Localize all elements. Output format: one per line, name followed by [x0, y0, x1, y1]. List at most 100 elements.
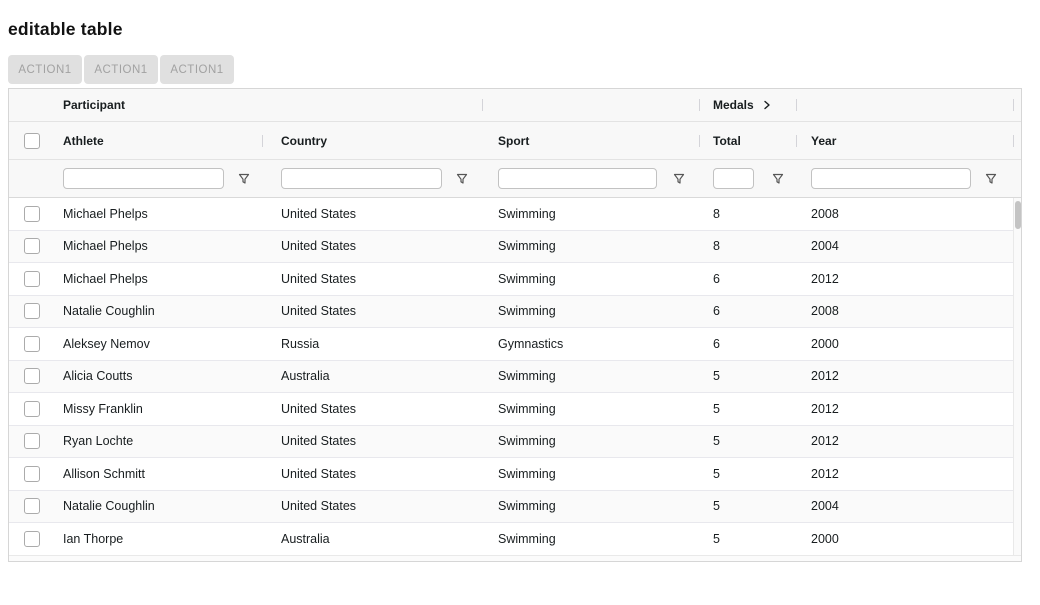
cell-athlete[interactable]: Ian Thorpe	[63, 531, 124, 546]
cell-total[interactable]: 5	[713, 401, 720, 416]
cell-year[interactable]: 2008	[811, 304, 839, 319]
cell-year[interactable]: 2012	[811, 434, 839, 449]
cell-athlete[interactable]: Michael Phelps	[63, 239, 148, 254]
cell-sport[interactable]: Swimming	[498, 369, 556, 384]
filter-funnel-icon[interactable]	[238, 173, 250, 185]
table-row: Michael Phelps United States Swimming 6 …	[9, 263, 1021, 296]
cell-total[interactable]: 6	[713, 304, 720, 319]
country-filter-input[interactable]	[281, 168, 442, 189]
cell-athlete[interactable]: Natalie Coughlin	[63, 304, 155, 319]
action-toolbar: ACTION1 ACTION1 ACTION1	[8, 55, 234, 84]
row-checkbox[interactable]	[24, 530, 40, 547]
filter-funnel-icon[interactable]	[985, 173, 997, 185]
row-checkbox[interactable]	[24, 270, 40, 287]
cell-sport[interactable]: Swimming	[498, 434, 556, 449]
total-filter-input[interactable]	[713, 168, 754, 189]
cell-sport[interactable]: Swimming	[498, 239, 556, 254]
filter-funnel-icon[interactable]	[772, 173, 784, 185]
cell-year[interactable]: 2004	[811, 239, 839, 254]
group-header-medals[interactable]: Medals	[700, 98, 797, 112]
cell-country[interactable]: United States	[281, 239, 357, 254]
cell-year[interactable]: 2000	[811, 336, 839, 351]
cell-country[interactable]: Australia	[281, 531, 330, 546]
row-checkbox[interactable]	[24, 465, 40, 482]
action1-button[interactable]: ACTION1	[8, 55, 82, 84]
cell-athlete[interactable]: Aleksey Nemov	[63, 336, 150, 351]
cell-athlete[interactable]: Michael Phelps	[63, 206, 148, 221]
row-checkbox[interactable]	[24, 238, 40, 255]
cell-athlete[interactable]: Natalie Coughlin	[63, 499, 155, 514]
athlete-filter-input[interactable]	[63, 168, 224, 189]
cell-total[interactable]: 6	[713, 271, 720, 286]
row-checkbox[interactable]	[24, 433, 40, 450]
cell-year[interactable]: 2012	[811, 271, 839, 286]
cell-athlete[interactable]: Allison Schmitt	[63, 466, 145, 481]
column-header-athlete[interactable]: Athlete	[63, 133, 104, 148]
cell-sport[interactable]: Swimming	[498, 271, 556, 286]
column-header-year[interactable]: Year	[811, 133, 837, 148]
cell-total[interactable]: 5	[713, 499, 720, 514]
cell-year[interactable]: 2000	[811, 531, 839, 546]
cell-year[interactable]: 2004	[811, 499, 839, 514]
table-row: Ryan Lochte United States Swimming 5 201…	[9, 425, 1021, 458]
row-checkbox[interactable]	[24, 498, 40, 515]
row-checkbox[interactable]	[24, 335, 40, 352]
cell-country[interactable]: United States	[281, 499, 357, 514]
action1-button[interactable]: ACTION1	[84, 55, 158, 84]
cell-total[interactable]: 6	[713, 336, 720, 351]
row-select-cell	[9, 465, 49, 482]
cell-sport[interactable]: Swimming	[498, 206, 556, 221]
cell-total[interactable]: 8	[713, 206, 720, 221]
cell-total[interactable]: 5	[713, 434, 720, 449]
cell-country[interactable]: Russia	[281, 336, 320, 351]
data-grid: Participant Medals Athlete Country Sport…	[8, 88, 1022, 562]
cell-sport[interactable]: Swimming	[498, 466, 556, 481]
row-checkbox[interactable]	[24, 368, 40, 385]
cell-athlete[interactable]: Ryan Lochte	[63, 434, 134, 449]
cell-country[interactable]: United States	[281, 206, 357, 221]
cell-sport[interactable]: Gymnastics	[498, 336, 564, 351]
action1-button[interactable]: ACTION1	[160, 55, 234, 84]
row-checkbox[interactable]	[24, 205, 40, 222]
cell-sport[interactable]: Swimming	[498, 499, 556, 514]
cell-athlete[interactable]: Michael Phelps	[63, 271, 148, 286]
cell-athlete[interactable]: Alicia Coutts	[63, 369, 133, 384]
row-checkbox[interactable]	[24, 303, 40, 320]
table-row: Michael Phelps United States Swimming 8 …	[9, 198, 1021, 231]
row-checkbox[interactable]	[24, 400, 40, 417]
row-select-cell	[9, 498, 49, 515]
row-select-cell	[9, 400, 49, 417]
column-header-sport[interactable]: Sport	[498, 133, 530, 148]
chevron-right-icon[interactable]	[762, 100, 772, 110]
filter-funnel-icon[interactable]	[673, 173, 685, 185]
cell-country[interactable]: United States	[281, 401, 357, 416]
cell-country[interactable]: United States	[281, 271, 357, 286]
cell-year[interactable]: 2012	[811, 401, 839, 416]
column-header-total[interactable]: Total	[713, 133, 741, 148]
vertical-scrollbar[interactable]	[1013, 198, 1021, 555]
vertical-scrollbar-thumb[interactable]	[1015, 201, 1021, 229]
table-row: Ian Thorpe Australia Swimming 5 2000	[9, 523, 1021, 556]
cell-country[interactable]: United States	[281, 434, 357, 449]
cell-athlete[interactable]: Missy Franklin	[63, 401, 143, 416]
cell-year[interactable]: 2012	[811, 466, 839, 481]
column-header-country[interactable]: Country	[281, 133, 327, 148]
cell-sport[interactable]: Swimming	[498, 401, 556, 416]
cell-sport[interactable]: Swimming	[498, 304, 556, 319]
cell-year[interactable]: 2012	[811, 369, 839, 384]
cell-country[interactable]: United States	[281, 466, 357, 481]
cell-country[interactable]: United States	[281, 304, 357, 319]
table-body: Michael Phelps United States Swimming 8 …	[9, 198, 1021, 556]
cell-country[interactable]: Australia	[281, 369, 330, 384]
cell-sport[interactable]: Swimming	[498, 531, 556, 546]
filter-funnel-icon[interactable]	[456, 173, 468, 185]
cell-total[interactable]: 5	[713, 466, 720, 481]
cell-total[interactable]: 8	[713, 239, 720, 254]
group-header-row: Participant Medals	[9, 89, 1021, 122]
select-all-checkbox[interactable]	[24, 132, 40, 149]
cell-year[interactable]: 2008	[811, 206, 839, 221]
cell-total[interactable]: 5	[713, 531, 720, 546]
cell-total[interactable]: 5	[713, 369, 720, 384]
year-filter-input[interactable]	[811, 168, 971, 189]
sport-filter-input[interactable]	[498, 168, 657, 189]
